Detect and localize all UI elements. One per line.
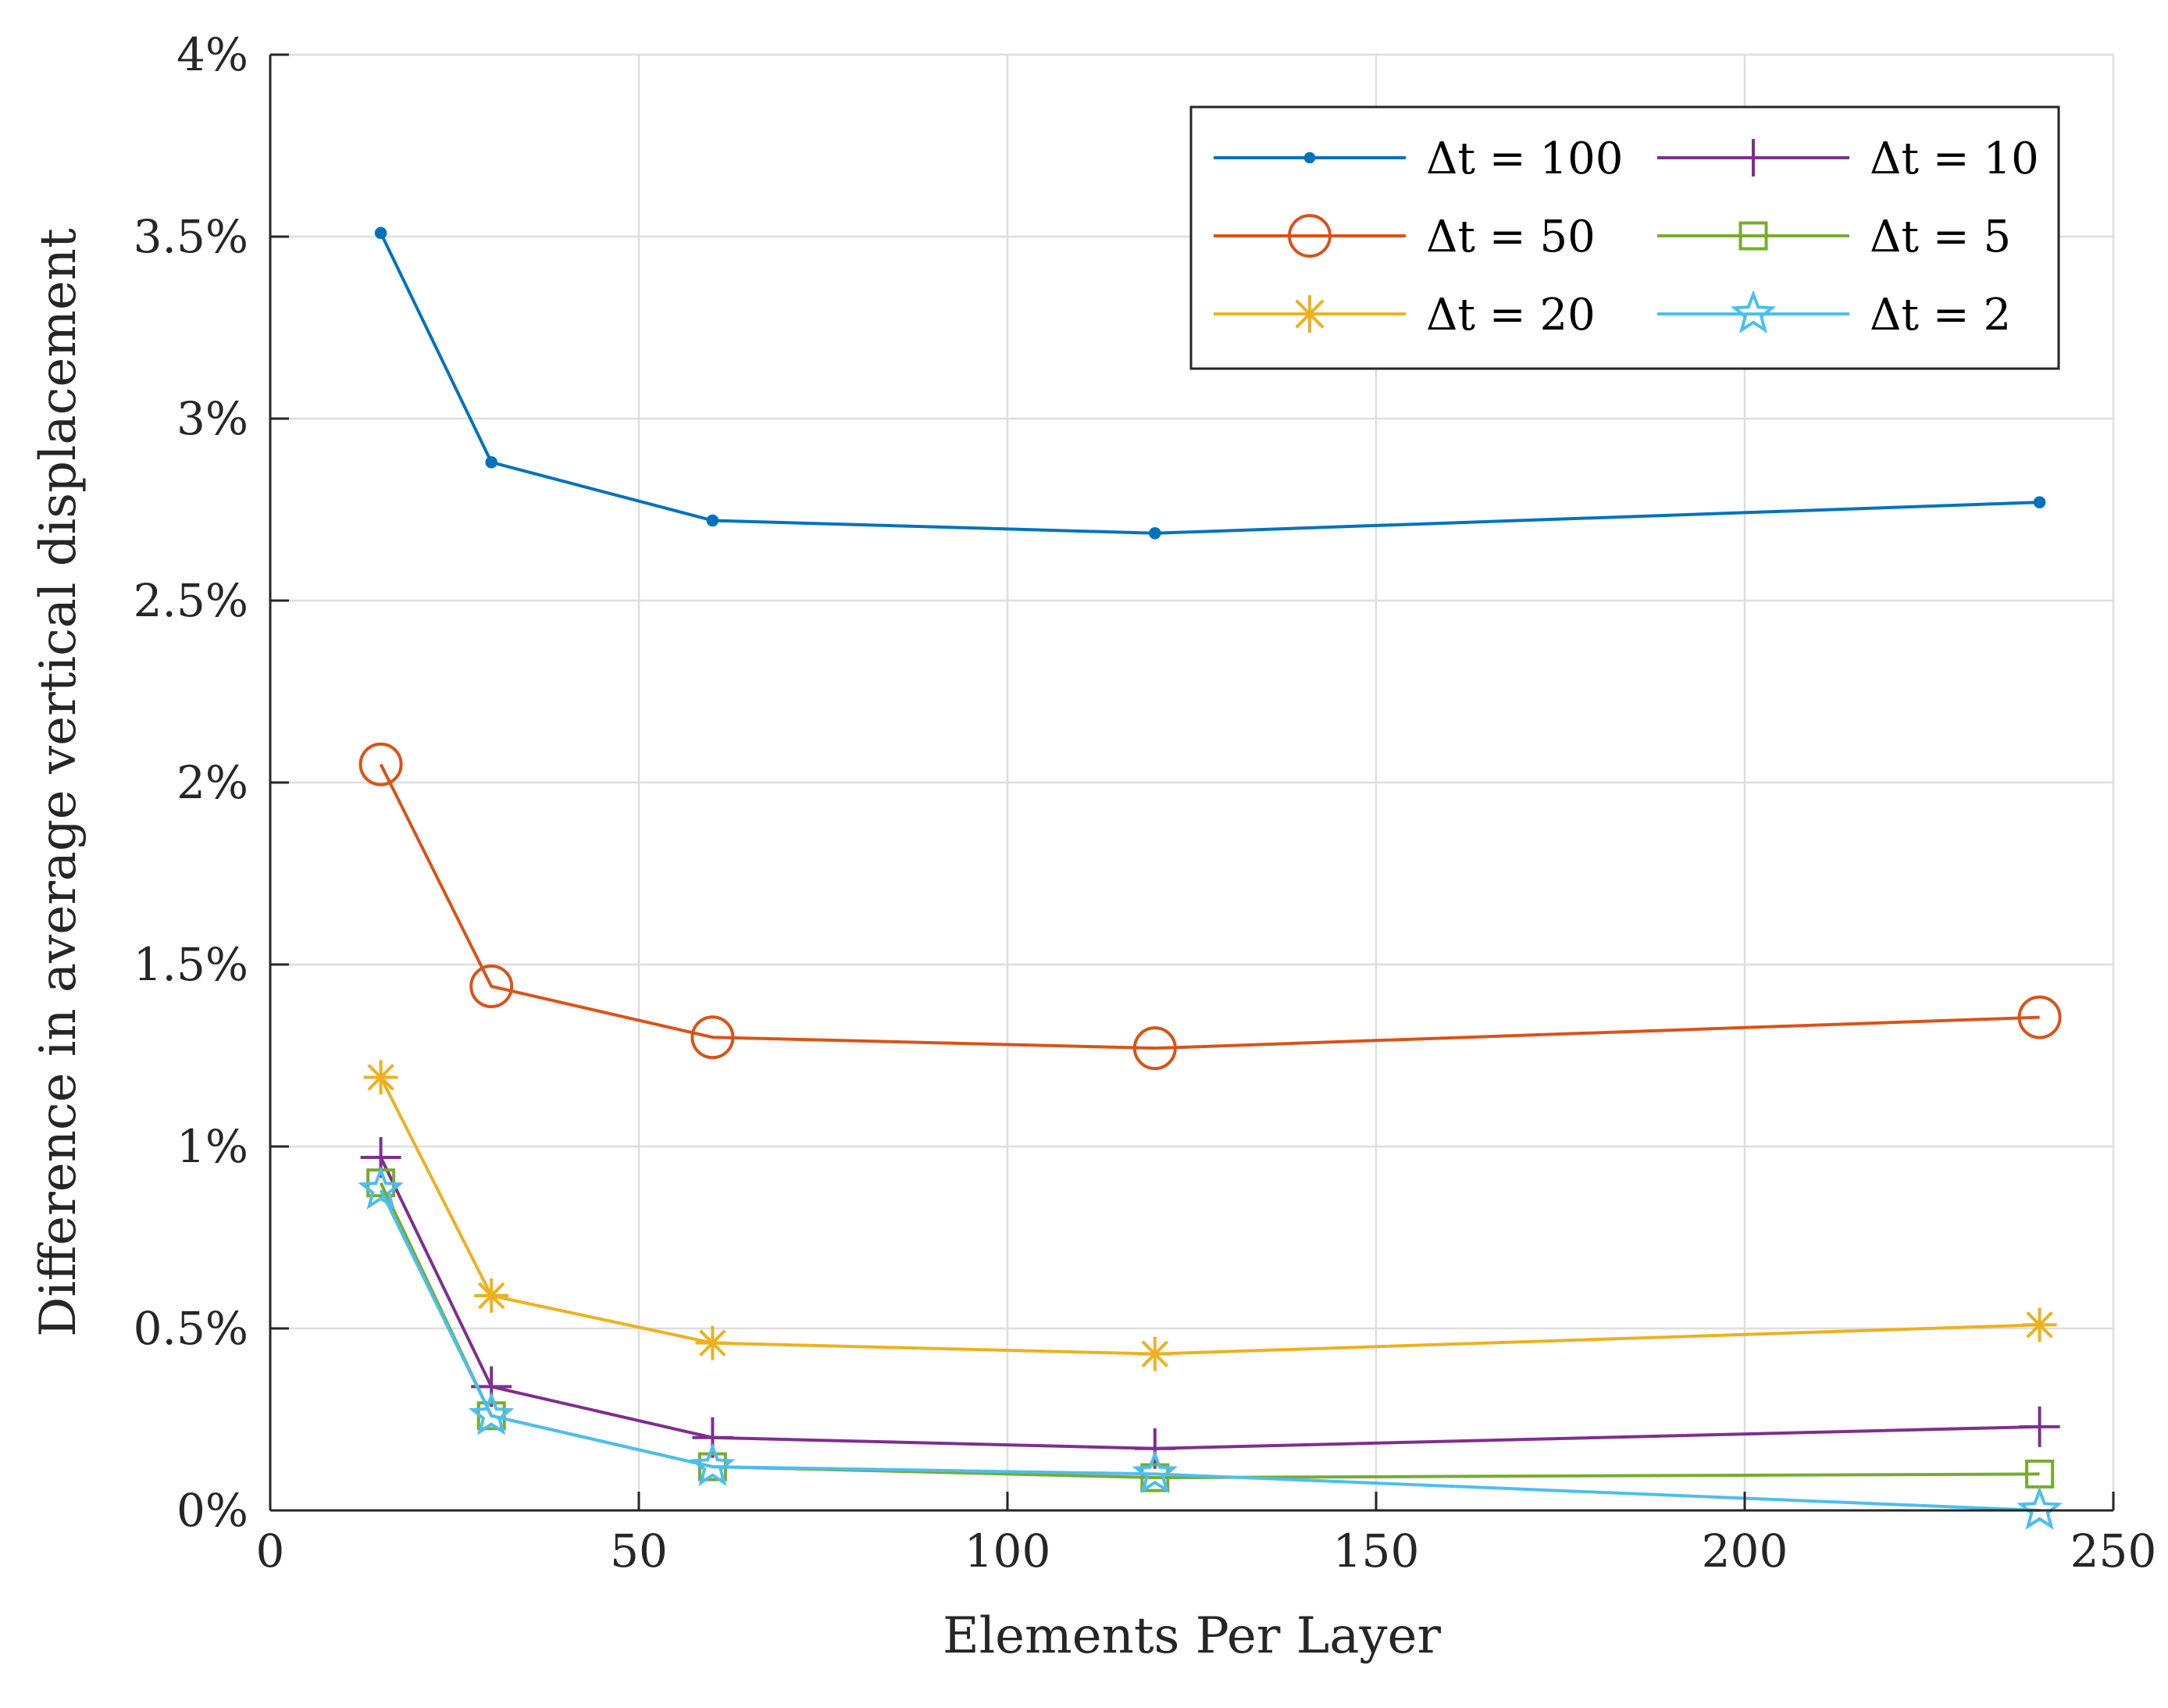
data-point [1134, 1428, 1175, 1469]
legend-marker [1291, 295, 1328, 333]
y-tick-label: 2% [177, 756, 248, 809]
x-tick-label: 100 [965, 1524, 1051, 1578]
tick-labels: 0 50 100 150 200 250 0% 0.5% 1% 1.5% 2% 2.5% 3% 3.5% 4… [134, 28, 2157, 1578]
data-point [2016, 1486, 2063, 1530]
y-tick-label: 3.5% [134, 210, 248, 263]
legend-label: Δt = 2 [1870, 290, 2011, 341]
legend-box [1189, 105, 2060, 370]
data-point [706, 514, 719, 527]
x-tick-label: 150 [1333, 1524, 1420, 1578]
y-tick-label: 2.5% [134, 574, 248, 627]
y-tick-label: 0% [177, 1484, 248, 1537]
data-point [468, 1392, 515, 1435]
y-tick-label: 1% [177, 1120, 248, 1173]
legend-marker [1303, 152, 1316, 164]
data-point [1140, 1463, 1170, 1492]
data-point [374, 226, 387, 240]
legend-label: Δt = 10 [1870, 134, 2039, 184]
data-point [690, 1442, 736, 1486]
y-tick-label: 1.5% [134, 938, 248, 991]
legend: Δt = 100 Δt = 50 Δt = 20 Δt = 10 Δt = 5 Δt = … [1189, 105, 2060, 370]
data-point [2017, 995, 2062, 1039]
legend-marker [1735, 139, 1772, 177]
legend-label: Δt = 50 [1426, 212, 1596, 262]
x-axis-title: Elements Per Layer [943, 1607, 1441, 1665]
data-point [363, 1060, 398, 1095]
data-series [358, 226, 2063, 1530]
data-point [474, 1278, 509, 1314]
data-point [2022, 1307, 2057, 1343]
data-point [358, 1166, 404, 1210]
data-point [2033, 496, 2046, 508]
legend-marker [1288, 214, 1332, 258]
data-point [469, 964, 514, 1008]
legend-marker [1738, 221, 1768, 251]
x-tick-label: 0 [256, 1524, 285, 1578]
series-line [379, 1189, 2040, 1512]
legend-label: Δt = 100 [1426, 134, 1623, 184]
data-point [695, 1325, 730, 1360]
data-point [1132, 1449, 1178, 1494]
data-point [358, 742, 403, 786]
x-tick-label: 50 [610, 1524, 668, 1578]
axes [269, 53, 2115, 1512]
y-tick-label: 4% [177, 28, 248, 81]
data-point [1137, 1336, 1172, 1371]
data-point [690, 1015, 735, 1060]
series-line [379, 763, 2040, 1050]
data-point [485, 456, 497, 469]
data-point [2019, 1406, 2060, 1447]
x-tick-label: 200 [1702, 1524, 1788, 1578]
legend-marker [1730, 290, 1777, 333]
legend-label: Δt = 5 [1870, 212, 2011, 262]
x-tick-label: 250 [2070, 1524, 2157, 1578]
legend-label: Δt = 20 [1426, 290, 1596, 341]
y-axis-title: Difference in average vertical displacem… [30, 228, 87, 1337]
y-tick-label: 0.5% [134, 1302, 248, 1355]
y-tick-label: 3% [177, 392, 248, 445]
data-point [1132, 1026, 1177, 1071]
data-point [1149, 527, 1161, 540]
